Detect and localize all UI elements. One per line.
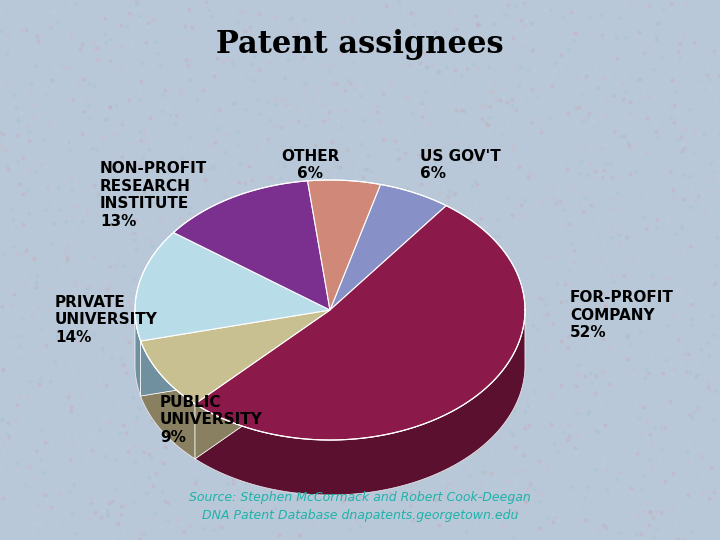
Text: PRIVATE
UNIVERSITY
14%: PRIVATE UNIVERSITY 14% xyxy=(55,295,158,345)
Text: FOR-PROFIT
COMPANY
52%: FOR-PROFIT COMPANY 52% xyxy=(570,290,674,340)
Polygon shape xyxy=(140,310,330,396)
Text: PUBLIC
UNIVERSITY
9%: PUBLIC UNIVERSITY 9% xyxy=(160,395,263,445)
Polygon shape xyxy=(330,185,446,310)
Polygon shape xyxy=(174,181,330,310)
Polygon shape xyxy=(195,313,525,495)
Text: OTHER
6%: OTHER 6% xyxy=(281,149,339,181)
Text: NON-PROFIT
RESEARCH
INSTITUTE
13%: NON-PROFIT RESEARCH INSTITUTE 13% xyxy=(100,161,207,228)
Text: Source: Stephen McCormack and Robert Cook-Deegan: Source: Stephen McCormack and Robert Coo… xyxy=(189,491,531,504)
Polygon shape xyxy=(135,233,330,341)
Polygon shape xyxy=(195,310,330,459)
Polygon shape xyxy=(140,310,330,396)
Polygon shape xyxy=(195,310,330,459)
Polygon shape xyxy=(140,341,195,459)
Polygon shape xyxy=(135,235,525,495)
Text: Patent assignees: Patent assignees xyxy=(216,30,504,60)
Polygon shape xyxy=(140,310,330,404)
Text: US GOV'T
6%: US GOV'T 6% xyxy=(420,149,500,181)
Text: DNA Patent Database dnapatents.georgetown.edu: DNA Patent Database dnapatents.georgetow… xyxy=(202,509,518,522)
Polygon shape xyxy=(195,206,525,440)
Polygon shape xyxy=(307,180,380,310)
Polygon shape xyxy=(135,310,140,396)
